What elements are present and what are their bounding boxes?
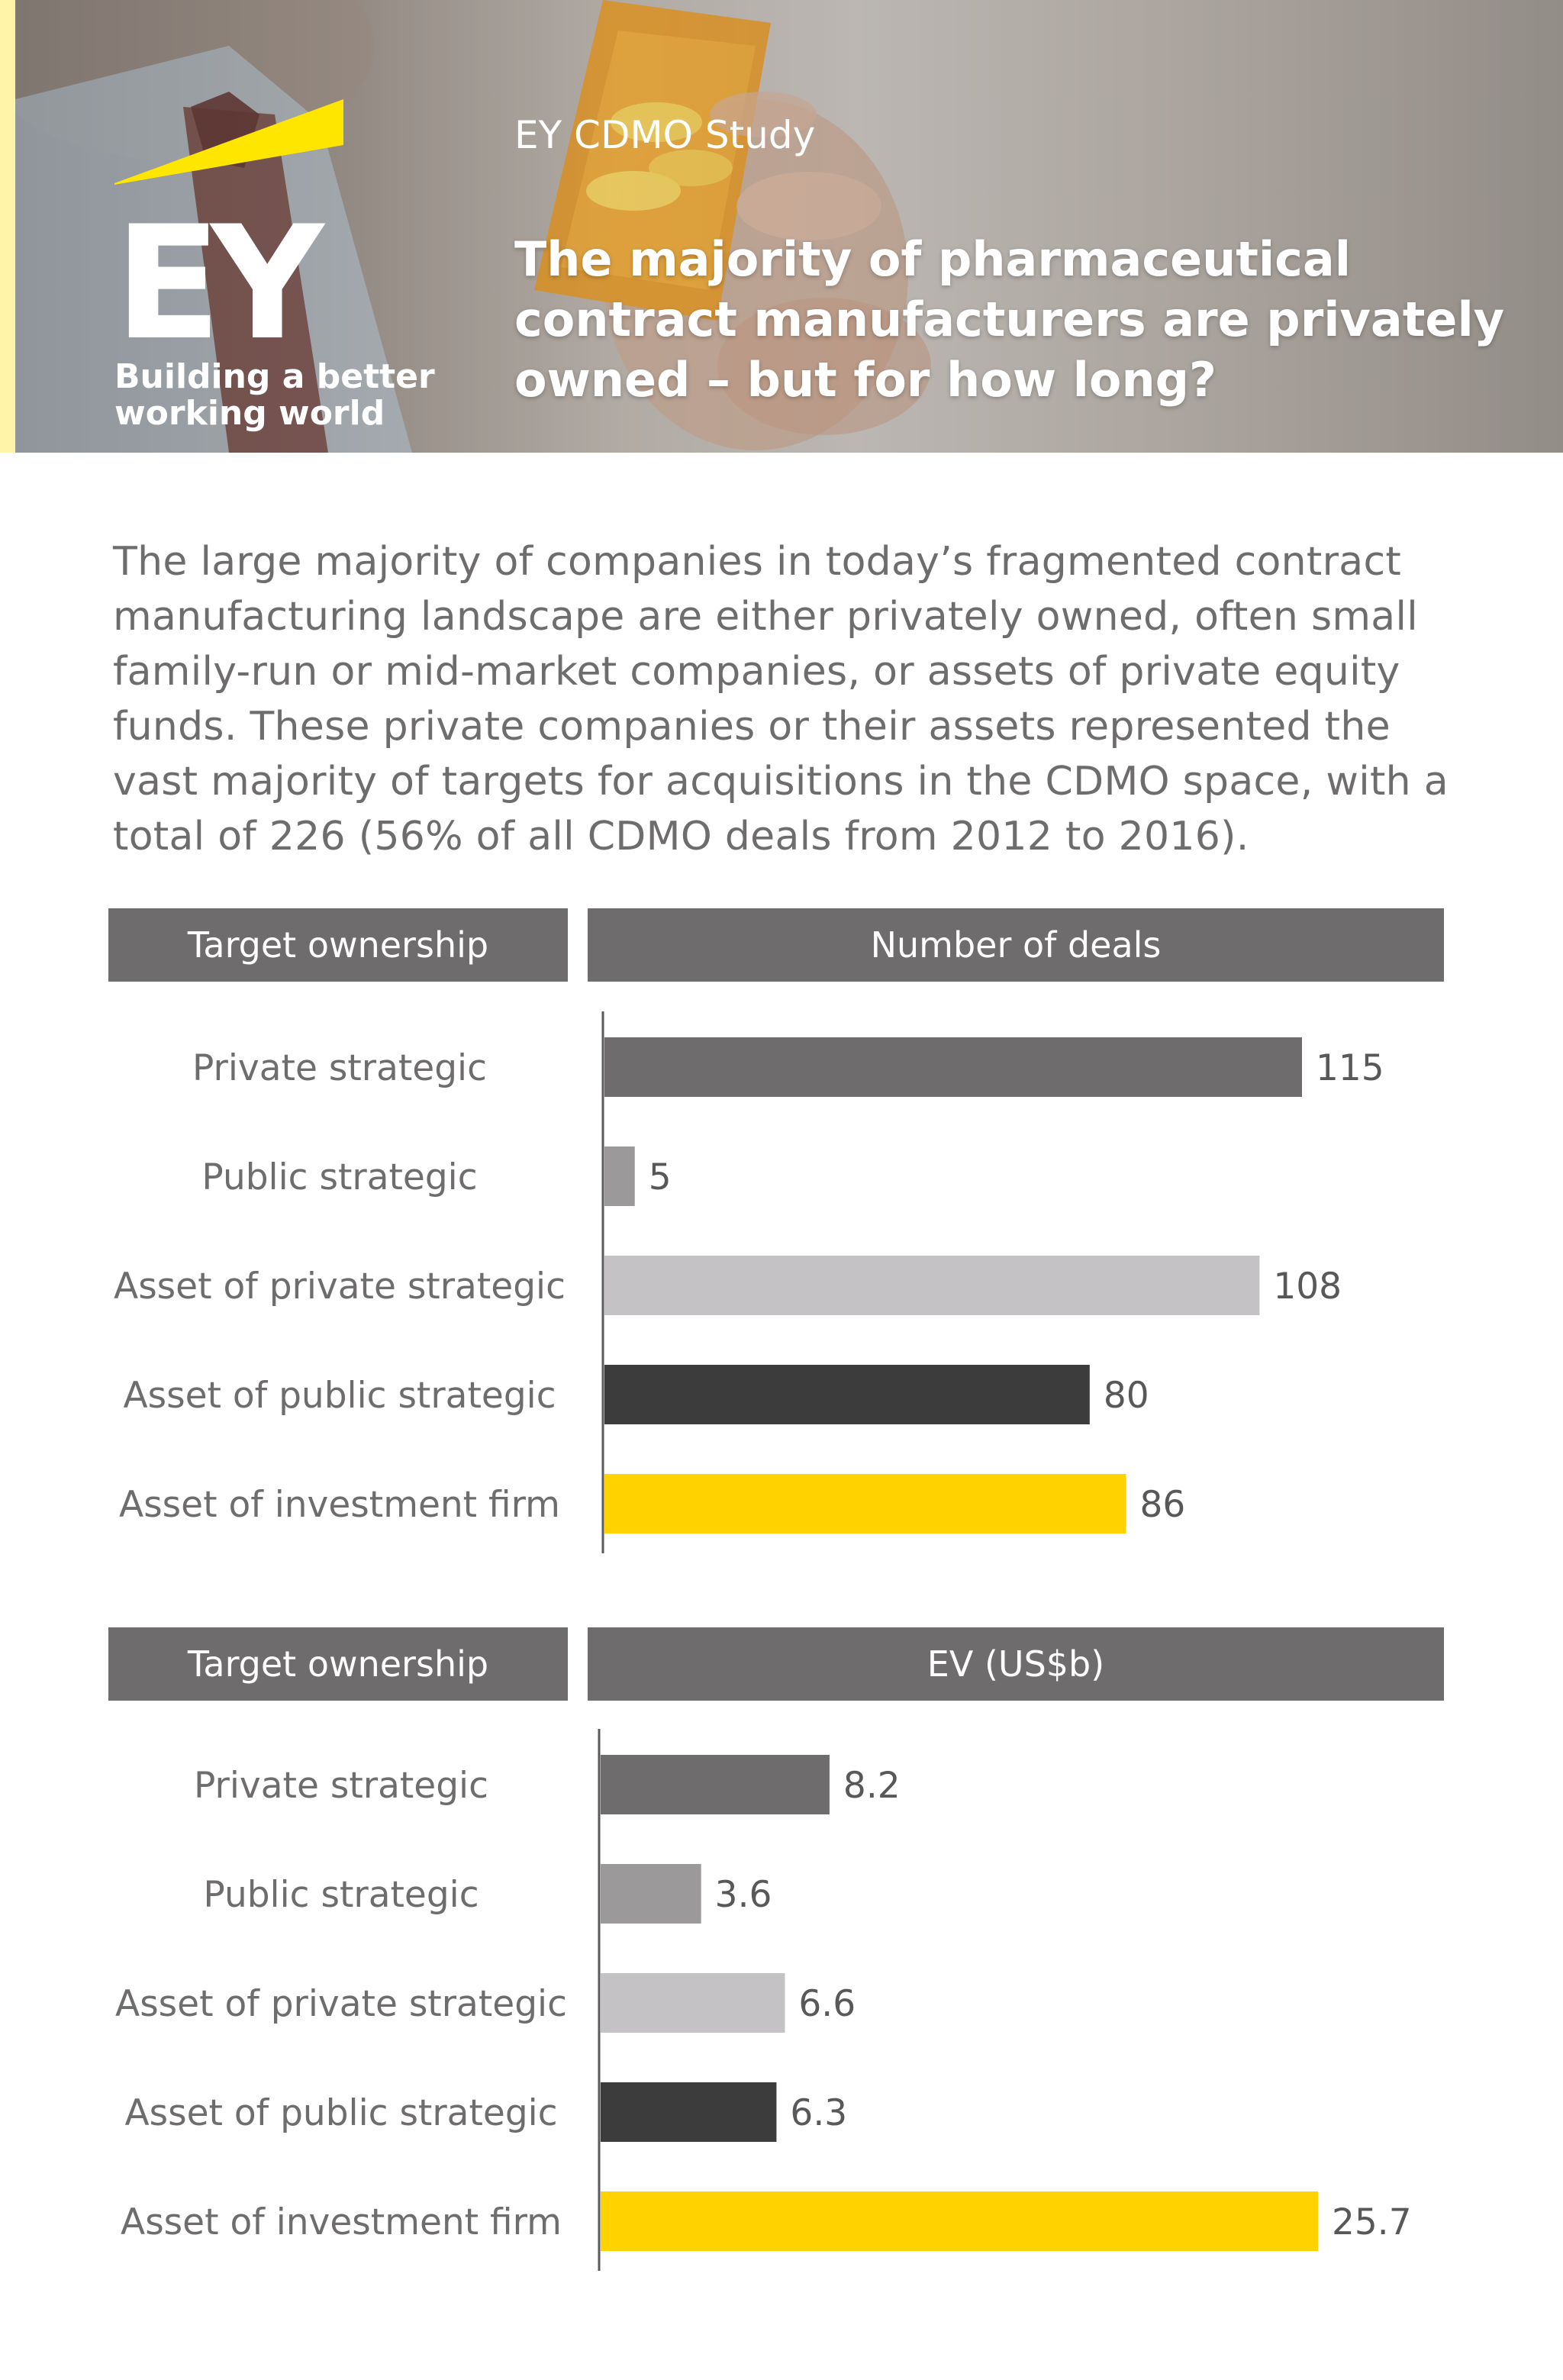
chart2-bar [601,1973,785,2033]
chart1-value-label: 86 [1140,1484,1186,1526]
chart2-category-label: Public strategic [203,1874,479,1916]
chart1-value-label: 115 [1316,1047,1384,1089]
chart1-bar [604,1256,1260,1315]
header-shade [0,0,1563,453]
chart2-value-label: 25.7 [1332,2201,1412,2243]
header-title: The majority of pharmaceutical contract … [514,231,1505,408]
chart2-category-header: Target ownership [108,1627,568,1701]
chart1-value-label: 108 [1273,1266,1342,1308]
chart2-category-label: Asset of investment firm [121,2201,562,2243]
header-edge [0,0,15,453]
chart1-category-label: Public strategic [201,1156,477,1198]
chart2-bar [601,1864,701,1924]
ey-logo-tagline: Building a better working world [114,357,435,433]
chart2-value-label: 6.6 [798,1983,856,2025]
chart1-category-label: Asset of public strategic [123,1375,556,1417]
chart2-category-label: Asset of public strategic [124,2092,557,2134]
chart2-value-label: 6.3 [790,2092,847,2134]
chart2-value-label: 8.2 [843,1765,901,1807]
chart1-bar [604,1365,1090,1424]
chart1-bar [604,1146,635,1206]
chart1-category-label: Asset of private strategic [114,1266,566,1308]
chart2-value-label: 3.6 [715,1874,772,1916]
chart2-category-label: Asset of private strategic [115,1983,567,2025]
chart2-bar [601,1755,830,1814]
ey-logo-beam [114,99,343,185]
chart2-category-label: Private strategic [194,1765,488,1807]
chart2-bars: Private strategic 8.2 Public strategic 3.6 A… [115,1729,1412,2271]
ey-logo: EY Building a better working world [114,99,435,443]
chart1-bar [604,1474,1126,1533]
ey-logo-mark: EY [114,193,324,375]
chart1-value-label: 5 [649,1156,672,1198]
chart1-bar [604,1037,1302,1097]
chart2-value-header: EV (US$b) [588,1627,1444,1701]
chart2-bar [601,2082,777,2142]
chart1-value-header: Number of deals [588,908,1444,982]
chart1-bars: Private strategic 115 Public strategic 5 Ass… [114,1011,1384,1553]
chart1-category-header: Target ownership [108,908,568,982]
chart1-value-label: 80 [1104,1375,1149,1417]
chart1-category-label: Asset of investment firm [119,1484,560,1526]
chart2-bar [601,2191,1318,2251]
header-kicker: EY CDMO Study [514,113,816,157]
header-banner: EY Building a better working world EY CD… [0,0,1563,453]
chart1-category-label: Private strategic [192,1047,487,1089]
intro-paragraph: The large majority of companies in today… [113,539,1449,859]
